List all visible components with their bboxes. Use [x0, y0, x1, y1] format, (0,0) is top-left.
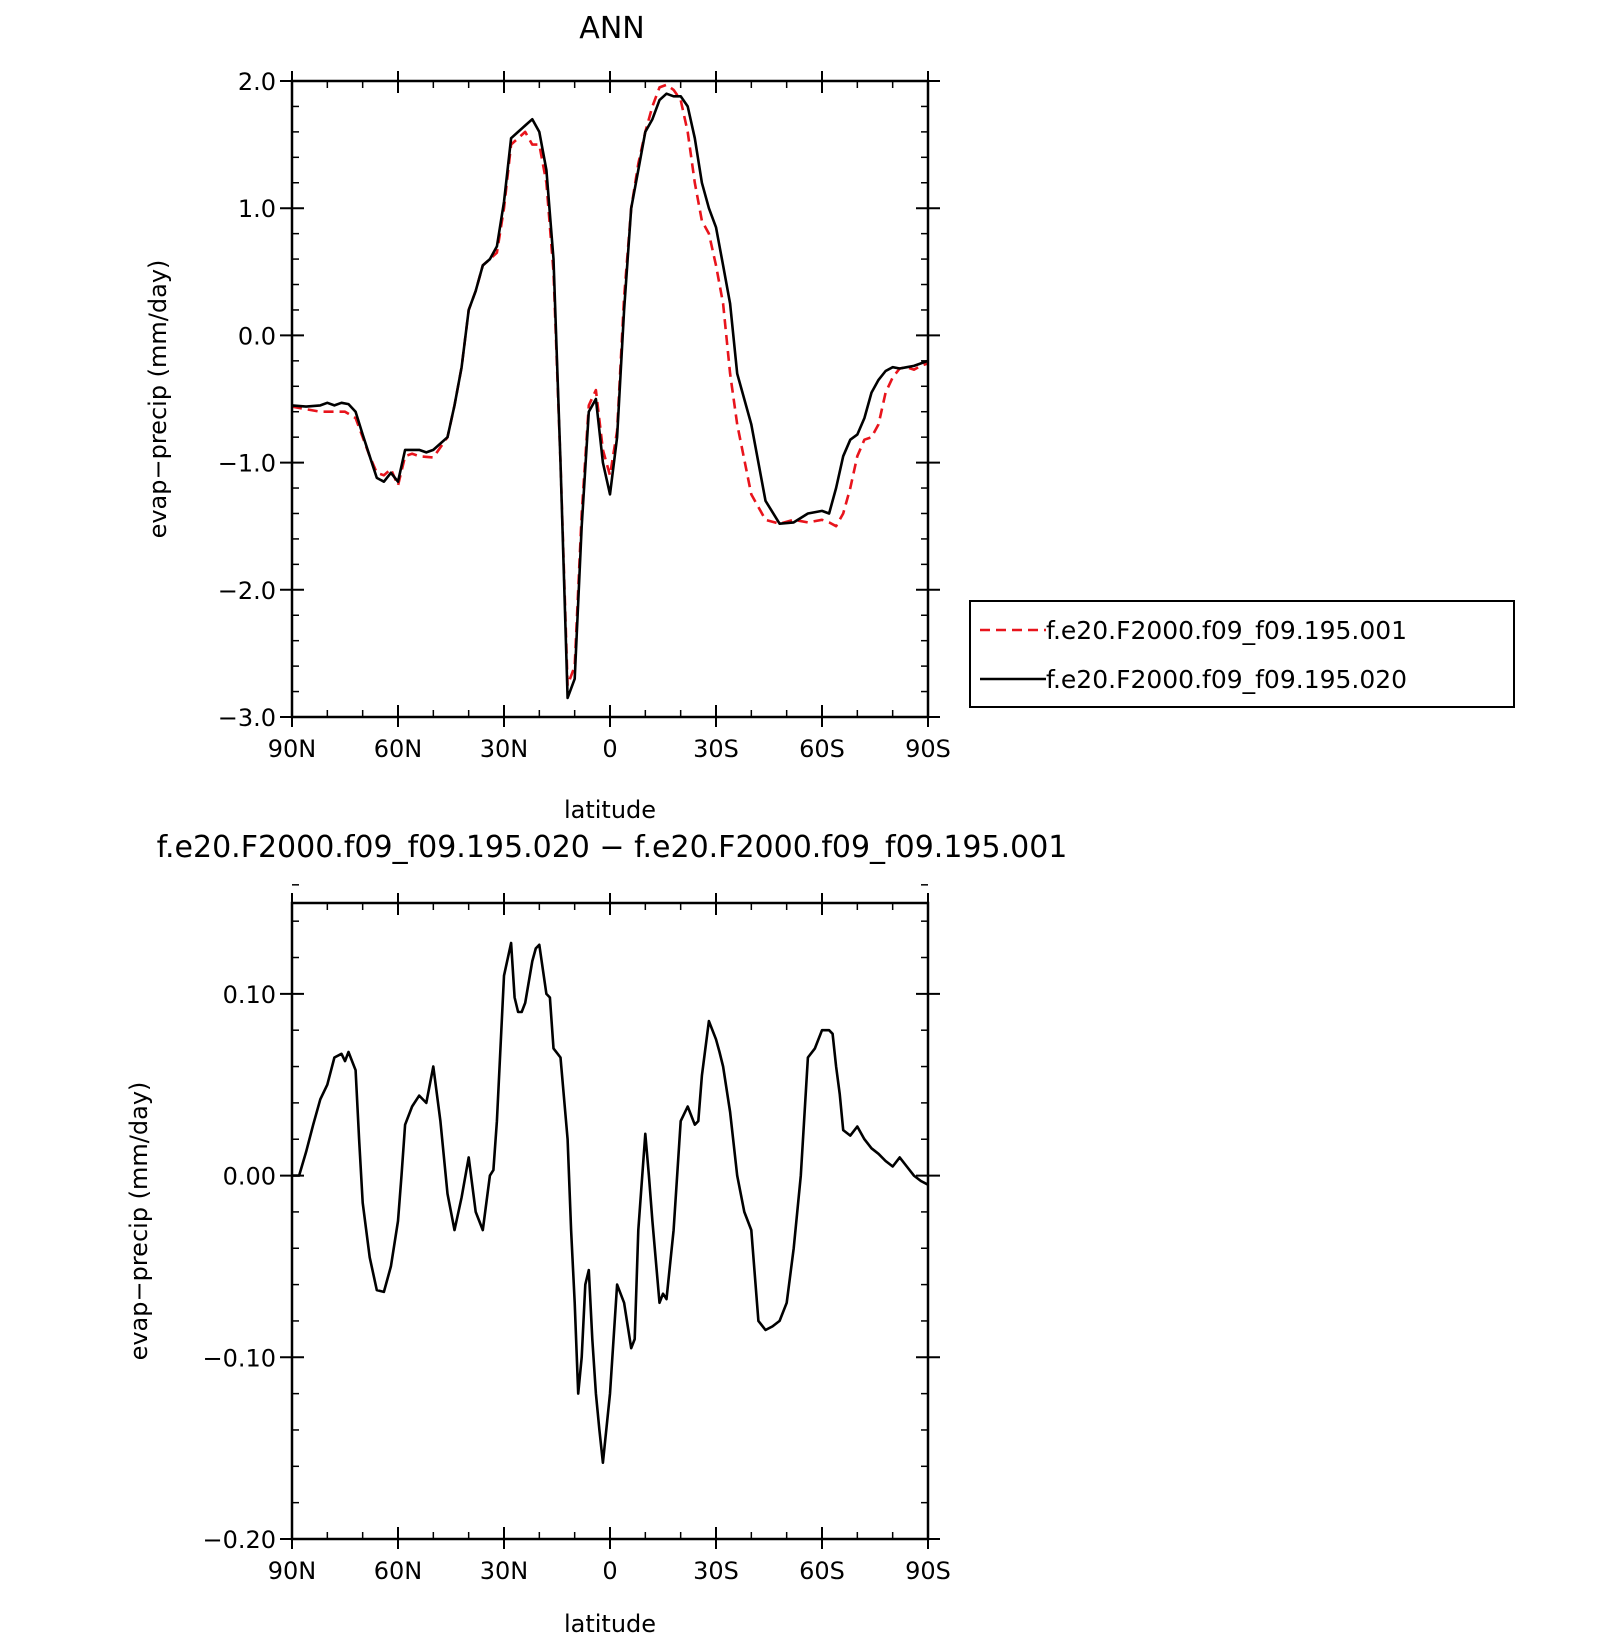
- top-y-tick-label: 2.0: [238, 68, 276, 96]
- top-y-tick-label: −3.0: [218, 704, 276, 732]
- top-y-tick-label: −2.0: [218, 577, 276, 605]
- bottom-x-axis-label: latitude: [564, 1610, 656, 1635]
- top-panel: ANN 90N 60N 30N 0 30S 60S 90S −3.0 −2.0 −1.0 0.0 1.…: [144, 11, 1515, 824]
- top-y-axis-label: evap−precip (mm/day): [144, 260, 172, 539]
- bottom-y-axis-label: evap−precip (mm/day): [125, 1082, 153, 1361]
- top-chart-title: ANN: [579, 11, 644, 46]
- top-series-line-0: [291, 83, 929, 687]
- bottom-plot-lines: [292, 941, 929, 1464]
- bottom-plot-frame: [290, 901, 930, 1541]
- bottom-x-tick-label: 0: [602, 1557, 617, 1585]
- bottom-y-tick-label: −0.10: [202, 1344, 276, 1372]
- bottom-y-tick-label: 0.00: [223, 1163, 276, 1191]
- top-x-tick-label: 60N: [374, 735, 423, 763]
- top-x-tick-label: 60S: [799, 735, 845, 763]
- legend: f.e20.F2000.f09_f09.195.001 f.e20.F2000.…: [969, 600, 1515, 708]
- bottom-ticks: [280, 884, 940, 1549]
- legend-label-020: f.e20.F2000.f09_f09.195.020: [1046, 665, 1407, 694]
- bottom-chart-title: f.e20.F2000.f09_f09.195.020 − f.e20.F200…: [157, 830, 1068, 865]
- top-x-tick-label: 0: [602, 735, 617, 763]
- top-x-tick-label: 30S: [693, 735, 739, 763]
- top-x-axis-label: latitude: [564, 796, 656, 824]
- bottom-panel: f.e20.F2000.f09_f09.195.020 − f.e20.F200…: [125, 830, 1068, 1638]
- top-x-tick-label: 90N: [268, 735, 317, 763]
- bottom-y-tick-label: 0.10: [223, 981, 276, 1009]
- bottom-x-tick-label: 60N: [374, 1557, 423, 1585]
- top-y-tick-label: 1.0: [238, 195, 276, 223]
- top-x-tick-label: 90S: [905, 735, 951, 763]
- bottom-tick-labels: 90N 60N 30N 0 30S 60S 90S −0.20 −0.10 0.00 0.10: [202, 981, 950, 1585]
- top-tick-labels: 90N 60N 30N 0 30S 60S 90S −3.0 −2.0 −1.0 0.0 1.0 2.0: [218, 68, 951, 763]
- top-plot-lines: [291, 83, 929, 700]
- top-series-line-1: [291, 92, 929, 700]
- bottom-x-tick-label: 30S: [693, 1557, 739, 1585]
- bottom-x-tick-label: 90S: [905, 1557, 951, 1585]
- legend-label-001: f.e20.F2000.f09_f09.195.001: [1046, 616, 1407, 645]
- top-y-tick-label: −1.0: [218, 450, 276, 478]
- bottom-series-line-0: [292, 941, 929, 1464]
- bottom-x-tick-label: 30N: [480, 1557, 529, 1585]
- bottom-y-tick-label: −0.20: [202, 1526, 276, 1554]
- top-x-tick-label: 30N: [480, 735, 529, 763]
- bottom-x-tick-label: 90N: [268, 1557, 317, 1585]
- top-plot-frame: [290, 79, 930, 719]
- top-ticks: [280, 71, 940, 727]
- top-y-tick-label: 0.0: [238, 322, 276, 350]
- bottom-x-tick-label: 60S: [799, 1557, 845, 1585]
- legend-box: [969, 600, 1515, 708]
